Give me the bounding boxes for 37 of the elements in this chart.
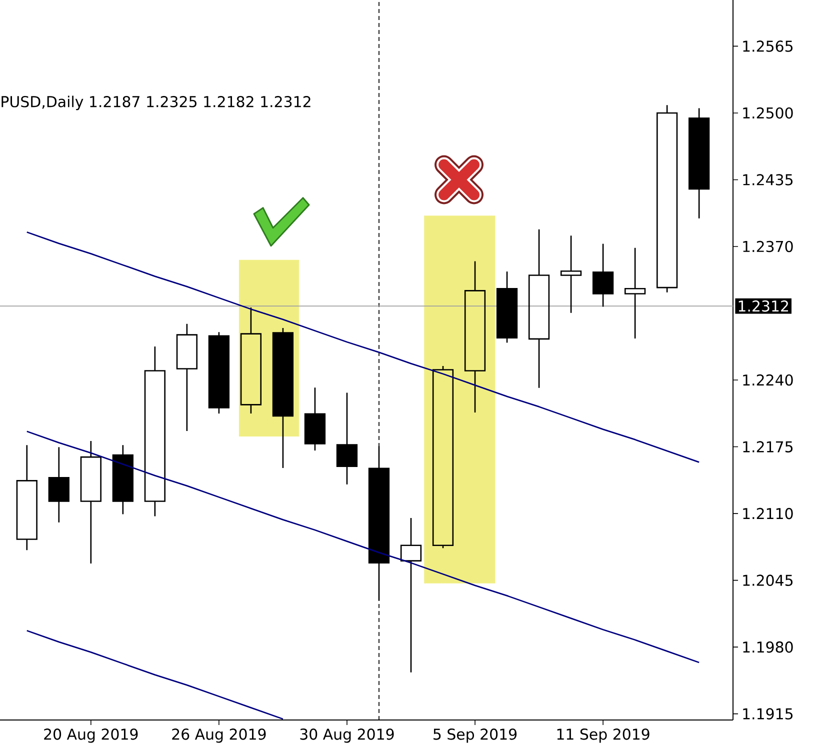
x-tick-label: 20 Aug 2019 <box>44 728 138 743</box>
y-tick-label: 1.2500 <box>743 107 793 119</box>
x-tick-label: 5 Sep 2019 <box>434 728 517 743</box>
candlestick <box>336 392 358 484</box>
candlestick <box>16 445 38 550</box>
line-series <box>26 630 284 720</box>
candlestick <box>464 261 486 413</box>
candlestick <box>400 518 422 672</box>
candlestick <box>240 307 262 414</box>
candlestick <box>688 108 710 218</box>
x-tick-label: 11 Sep 2019 <box>557 728 650 743</box>
text: PUSD,Daily 1.2187 1.2325 1.2182 1.2312 <box>2 96 310 110</box>
y-tick-label: 1.2175 <box>743 441 792 452</box>
y-tick-label: 1.2565 <box>743 40 792 52</box>
candlestick <box>592 244 614 307</box>
candlestick <box>656 105 678 292</box>
candlestick <box>112 445 134 514</box>
y-tick-label: 1.1915 <box>743 708 792 720</box>
y-tick-label: 1.2110 <box>743 508 793 520</box>
y-tick-label: 1.2045 <box>743 574 792 586</box>
candlestick <box>432 366 454 548</box>
candlestick <box>48 447 70 522</box>
x-tick-label: 30 Aug 2019 <box>300 728 394 743</box>
x-tick-label: 26 Aug 2019 <box>172 728 266 743</box>
line-series <box>26 430 700 664</box>
candlestick <box>624 248 646 339</box>
candlestick <box>528 229 550 388</box>
y-tick-label: 1.2240 <box>743 374 793 386</box>
y-tick-label: 1.1980 <box>743 641 793 653</box>
candlestick <box>144 346 166 516</box>
candlestick <box>80 441 102 564</box>
y-tick-label: 1.2370 <box>743 240 793 252</box>
ref-line-label: 1.2312 <box>738 300 788 312</box>
candlestick <box>560 236 582 313</box>
y-tick-label: 1.2435 <box>743 174 792 186</box>
candlestick <box>176 324 198 431</box>
candlestick <box>272 328 294 468</box>
